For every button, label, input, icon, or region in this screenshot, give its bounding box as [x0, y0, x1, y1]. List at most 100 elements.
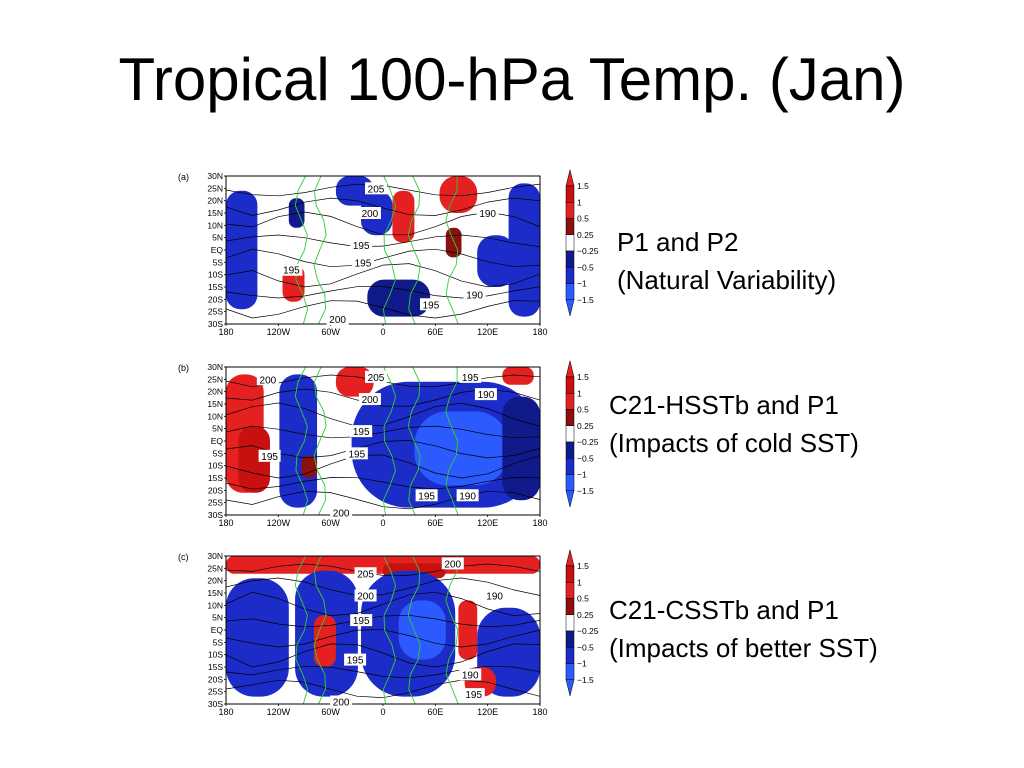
anomaly-region	[392, 190, 415, 243]
contour-label-box	[350, 425, 373, 438]
temperature-contour	[226, 197, 540, 216]
temperature-contour	[226, 402, 540, 427]
x-tick-label: 180	[532, 707, 547, 717]
contour-label-box	[476, 207, 499, 219]
anomaly-region	[414, 411, 509, 486]
anomaly-region	[313, 615, 336, 667]
colorbar-tick-label: −0.5	[577, 262, 594, 272]
contour-label-box	[463, 288, 486, 301]
contour-label-box	[330, 506, 353, 519]
y-tick-label: 25N	[207, 563, 223, 573]
caption-b-line-2: (Impacts of cold SST)	[609, 428, 859, 458]
contour-label: 200	[333, 509, 350, 520]
x-tick-label: 120E	[477, 707, 498, 717]
x-tick-label: 120W	[267, 707, 291, 717]
contour-label: 195	[283, 266, 300, 277]
colorbar-tick-label: 1	[577, 388, 582, 398]
colorbar-bottom-arrow	[565, 490, 575, 508]
anomaly-region	[226, 578, 289, 697]
contour-label: 195	[353, 427, 370, 438]
y-tick-label: 30S	[208, 699, 223, 709]
x-tick-label: 180	[532, 518, 547, 528]
coastline	[445, 176, 459, 324]
colorbar-tick-label: 0.5	[577, 214, 589, 224]
panel-c: (c) 30N 25N 20N 15N 10N 5N EQ 5S 10S 15S 20S 25S 30S 1…	[176, 546, 616, 724]
contour-label-box	[256, 373, 279, 386]
colorbar-segment	[565, 234, 575, 252]
colorbar-tick-label: 0.5	[577, 405, 589, 415]
contour-label-box	[280, 263, 303, 276]
coastline	[382, 556, 397, 704]
colorbar-tick-label: 0.25	[577, 610, 594, 620]
temperature-contour	[226, 665, 540, 679]
anomaly-region	[502, 367, 534, 385]
colorbar-tick-label: −1.5	[577, 486, 594, 496]
anomaly-region	[398, 600, 446, 660]
x-tick-label: 180	[218, 707, 233, 717]
y-tick-label: 30N	[207, 171, 223, 181]
contour-label-box	[419, 298, 442, 311]
contour-label-box	[345, 447, 368, 460]
y-tick-label: 15S	[208, 662, 223, 672]
panel-b: (b) 30N 25N 20N 15N 10N 5N EQ 5S 10S 15S 20S 25S 30S 1…	[176, 357, 616, 535]
colorbar-segment	[565, 647, 575, 664]
y-tick-label: 25S	[208, 307, 223, 317]
colorbar-segment	[565, 218, 575, 235]
x-tick-label: 180	[532, 327, 547, 337]
panel-label: (b)	[178, 363, 189, 373]
temperature-contour	[226, 234, 540, 248]
anomaly-region	[458, 600, 478, 660]
colorbar-tick-label: 0.5	[577, 594, 589, 604]
y-tick-label: 20N	[207, 387, 223, 397]
contour-label-box	[415, 489, 438, 502]
colorbar-segment	[565, 565, 575, 583]
y-tick-label: 10S	[208, 461, 223, 471]
y-tick-label: 10N	[207, 600, 223, 610]
contour-label: 190	[479, 209, 496, 220]
temperature-contour	[226, 591, 540, 617]
contour-label: 200	[362, 209, 379, 220]
contour-label: 190	[466, 290, 483, 301]
contour-label-box	[456, 489, 479, 502]
colorbar-segment	[565, 376, 575, 394]
y-tick-label: EQ	[211, 245, 224, 255]
x-tick-label: 60E	[427, 707, 443, 717]
coastline	[294, 556, 309, 704]
x-tick-label: 60E	[427, 327, 443, 337]
colorbar-segment	[565, 202, 575, 219]
colorbar-tick-label: −1	[577, 470, 587, 480]
colorbar-segment	[565, 393, 575, 410]
panel-a: (a) 30N 25N 20N 15N 10N 5N EQ 5S 10S 15S 20S 25S 30S 1…	[176, 166, 616, 344]
anomaly-region	[301, 455, 318, 478]
colorbar-segment	[565, 267, 575, 284]
x-tick-label: 120E	[477, 327, 498, 337]
contour-label-box	[459, 668, 482, 681]
contour-label: 195	[353, 241, 370, 252]
anomaly-region	[502, 396, 540, 501]
contour-label: 195	[465, 690, 482, 701]
colorbar-tick-label: −0.5	[577, 642, 594, 652]
colorbar-segment	[565, 598, 575, 615]
contour-label: 195	[423, 300, 440, 311]
colorbar-segment	[565, 409, 575, 426]
y-tick-label: 10S	[208, 650, 223, 660]
contour-label: 190	[462, 670, 479, 681]
temperature-contour	[226, 286, 540, 299]
contour-label: 200	[260, 375, 277, 386]
y-tick-label: 20N	[207, 576, 223, 586]
coastline	[445, 556, 459, 704]
x-tick-label: 0	[380, 707, 385, 717]
colorbar-segment	[565, 185, 575, 203]
contour-label: 190	[478, 390, 495, 401]
anomaly-field	[226, 176, 540, 324]
temperature-contour	[226, 629, 540, 648]
y-tick-label: 25S	[208, 498, 223, 508]
colorbar-top-arrow	[565, 360, 575, 378]
contour-label: 190	[486, 591, 503, 602]
y-tick-label: EQ	[211, 625, 224, 635]
colorbar-segment	[565, 663, 575, 680]
contour-label-box	[258, 449, 281, 462]
contour-label: 195	[353, 616, 370, 627]
temperature-contour	[226, 563, 540, 576]
coastline	[313, 367, 327, 515]
